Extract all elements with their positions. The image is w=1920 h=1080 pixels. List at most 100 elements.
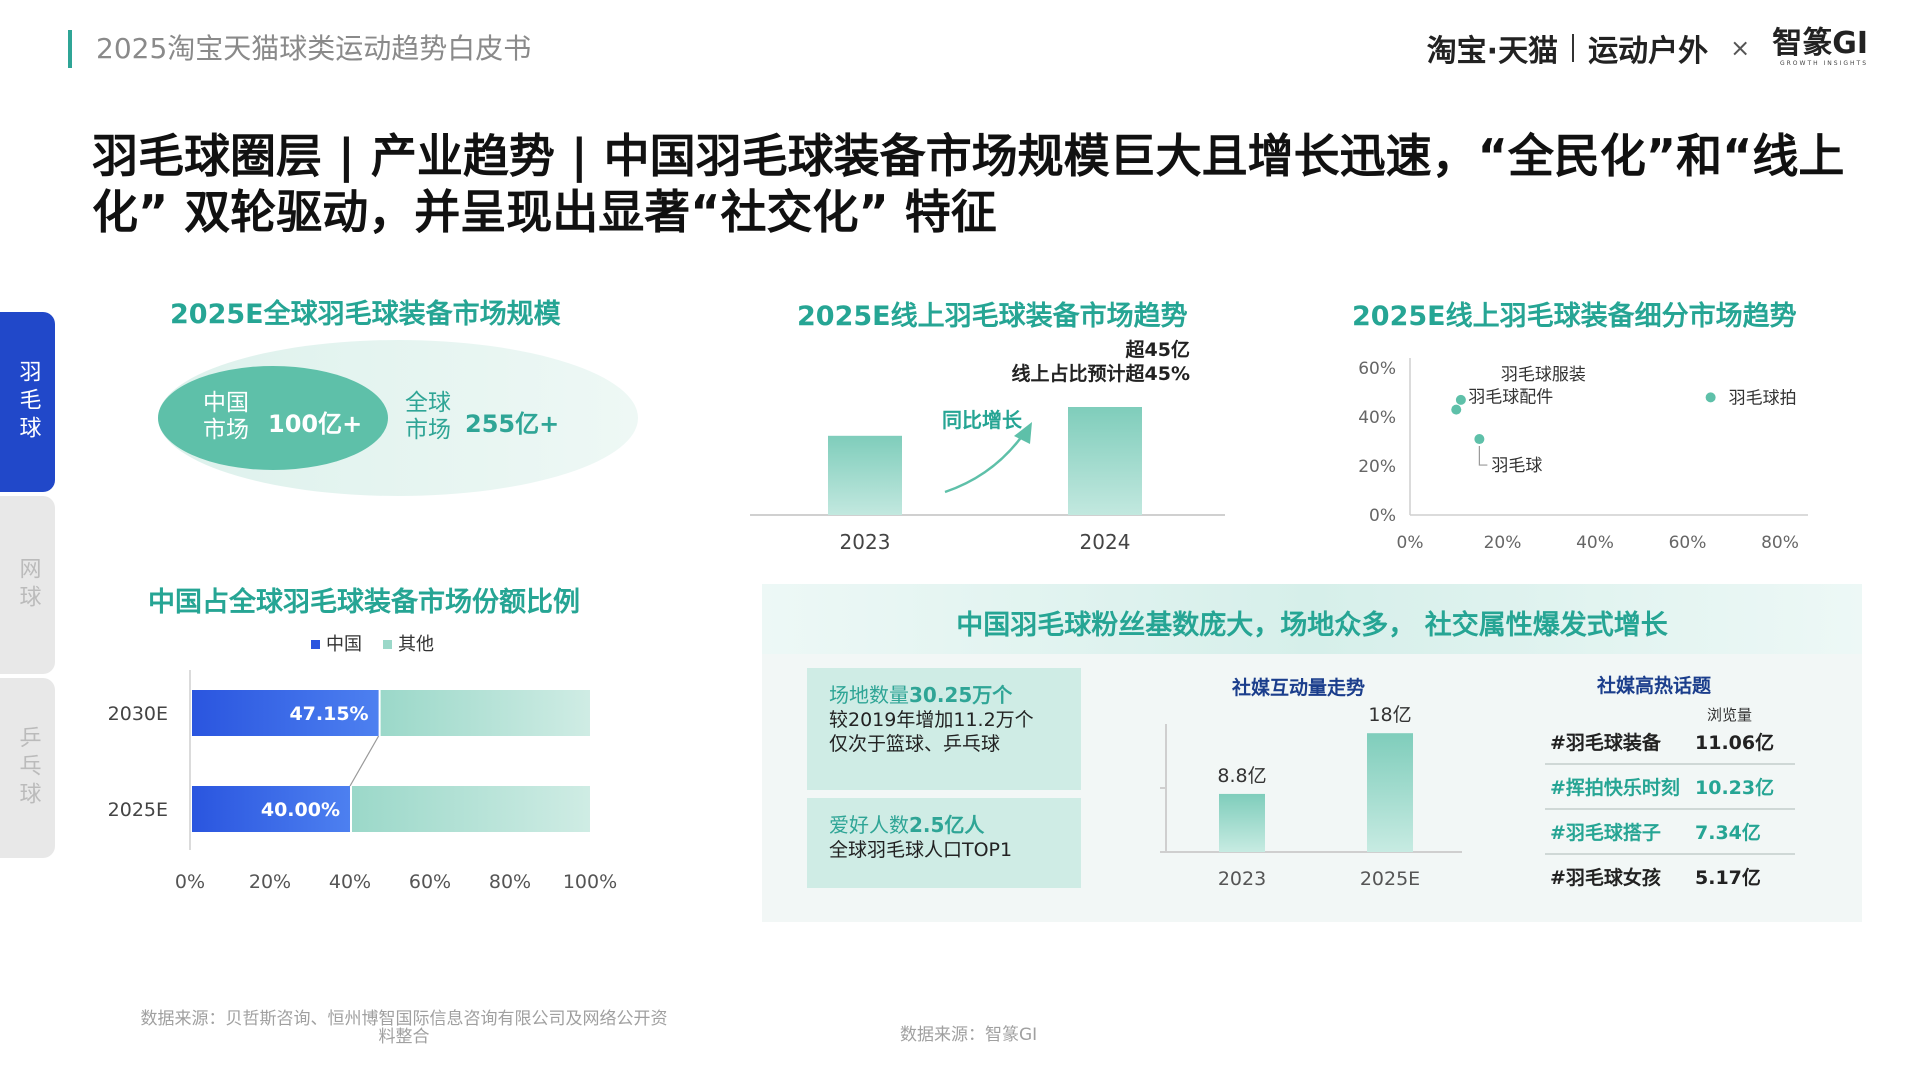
venues-card: 场地数量30.25万个 较2019年增加11.2万个 仅次于篮球、乒乓球 <box>807 668 1081 790</box>
x-tick-label: 2024 <box>1080 530 1131 554</box>
china-market-label: 中国市场 <box>203 390 249 443</box>
segment-trend-title: 2025E线上羽毛球装备细分市场趋势 <box>1352 301 1797 332</box>
x-tick-label: 80% <box>1761 533 1799 553</box>
point-label: 羽毛球拍 <box>1729 388 1797 408</box>
data-label: 18亿 <box>1368 704 1411 726</box>
growth-arrow-head <box>1014 422 1032 444</box>
venues-heading: 场地数量30.25万个 <box>829 682 1059 708</box>
global-market-label: 全球市场 <box>405 390 451 443</box>
hot-topics-title: 社媒高热话题 <box>1597 675 1712 697</box>
online-trend-title: 2025E线上羽毛球装备市场趋势 <box>797 301 1188 332</box>
social-panel-title: 中国羽毛球粉丝基数庞大，场地众多， 社交属性爆发式增长 <box>956 610 1668 641</box>
social-interaction-title: 社媒互动量走势 <box>1232 677 1366 699</box>
point-label: 羽毛球服装 <box>1501 365 1586 385</box>
venues-rank: 仅次于篮球、乒乓球 <box>829 733 1001 755</box>
x-tick-label: 2025E <box>1360 868 1420 890</box>
zhizhuan-gi-logo: 智篆GI GROWTH INSIGHTS <box>1772 29 1868 67</box>
category-label: 2030E <box>108 703 168 725</box>
bar-2024 <box>1068 407 1142 515</box>
hot-topic-row: #羽毛球搭子 7.34亿 <box>1550 809 1793 853</box>
hot-topic-divider <box>1545 853 1795 855</box>
hot-topic-row: #羽毛球女孩 5.17亿 <box>1550 854 1793 898</box>
legend-label: 中国 <box>326 634 362 655</box>
bar-other-2030E <box>380 690 590 736</box>
scatter-point <box>1455 394 1466 405</box>
venues-head-label: 场地数量 <box>829 683 909 707</box>
annotation-line-1: 超45亿 <box>1125 339 1190 361</box>
connector-line <box>349 735 380 787</box>
x-tick-label: 80% <box>489 871 531 893</box>
hot-topic-tag: #羽毛球搭子 <box>1550 821 1661 844</box>
hot-topic-row: #挥拍快乐时刻 10.23亿 <box>1550 764 1793 808</box>
sports-outdoor-logo: 运动户外 <box>1588 34 1709 69</box>
x-tick-label: 40% <box>329 871 371 893</box>
growth-arrow-line <box>944 431 1027 494</box>
hot-topic-tag: #羽毛球女孩 <box>1550 866 1661 889</box>
scatter-point <box>1705 392 1716 403</box>
y-tick-label: 60% <box>1358 359 1396 379</box>
bar-china-2030E <box>192 690 379 736</box>
gi-logo-subtext: GROWTH INSIGHTS <box>1779 60 1868 67</box>
x-tick-label: 60% <box>1669 533 1707 553</box>
china-market-value: 100亿+ <box>268 410 363 438</box>
hot-topic-tag: #挥拍快乐时刻 <box>1550 776 1680 799</box>
x-tick-label: 0% <box>175 871 205 893</box>
x-tick-label: 20% <box>249 871 291 893</box>
market-size-title: 2025E全球羽毛球装备市场规模 <box>170 299 561 330</box>
brand-logos: 淘宝·天猫 运动户外 × 智篆GI GROWTH INSIGHTS <box>1427 24 1868 72</box>
taobao-tmall-logo: 淘宝·天猫 <box>1426 34 1559 69</box>
fans-card: 爱好人数2.5亿人 全球羽毛球人口TOP1 <box>807 798 1081 888</box>
category-label: 2025E <box>108 799 168 821</box>
hot-topic-divider <box>1545 763 1795 765</box>
x-tick-label: 40% <box>1576 533 1614 553</box>
x-tick-label: 20% <box>1484 533 1522 553</box>
bar-2023 <box>1219 793 1265 852</box>
china-market-ellipse <box>158 366 388 470</box>
venues-increase: 较2019年增加11.2万个 <box>829 709 1034 731</box>
tab-badminton[interactable]: 羽毛球 <box>0 312 55 492</box>
x-tick-label: 0% <box>1397 533 1424 553</box>
china-share-title: 中国占全球羽毛球装备市场份额比例 <box>148 587 580 618</box>
brand-divider <box>1572 34 1575 62</box>
social-panel-header <box>762 584 1862 654</box>
point-label: 羽毛球配件 <box>1468 388 1553 408</box>
yoy-growth-label: 同比增长 <box>942 408 1022 432</box>
data-label: 8.8亿 <box>1217 765 1266 787</box>
y-tick-label: 40% <box>1358 408 1396 428</box>
global-market-value: 255亿+ <box>465 410 560 438</box>
x-tick-label: 60% <box>409 871 451 893</box>
hot-topic-views: 5.17亿 <box>1695 866 1761 889</box>
hot-topic-divider <box>1545 808 1795 810</box>
bar-other-2025E <box>352 786 590 832</box>
fans-head-label: 爱好人数 <box>829 813 909 837</box>
bar-2025E <box>1367 733 1413 852</box>
fans-count: 2.5亿人 <box>909 813 985 837</box>
source-note-right: 数据来源：智篆GI <box>900 1025 1038 1045</box>
data-label: 47.15% <box>289 703 368 725</box>
legend-label: 其他 <box>398 634 434 655</box>
hot-topics-views-header: 浏览量 <box>1707 706 1753 724</box>
hot-topic-views: 11.06亿 <box>1695 731 1775 754</box>
scatter-point <box>1474 434 1485 445</box>
tab-pingpong[interactable]: 乒乓球 <box>0 678 55 858</box>
china-share-chart: 中国 其他 2030E 47.15% 2025E 40.00% 0% 20% 40% 60% 80%… <box>108 634 618 893</box>
online-trend-chart: 2023 2024 <box>750 407 1225 554</box>
x-tick-label: 100% <box>563 871 617 893</box>
hot-topic-views: 7.34亿 <box>1695 821 1761 844</box>
tab-tennis[interactable]: 网球 <box>0 496 55 674</box>
annotation-line-2: 线上占比预计超45% <box>1011 363 1190 385</box>
collab-x-icon: × <box>1730 34 1751 62</box>
venues-count: 30.25万个 <box>909 683 1013 707</box>
legend-swatch-other <box>383 640 392 649</box>
x-tick-label: 2023 <box>840 530 891 554</box>
scatter-point <box>1451 404 1462 415</box>
x-tick-label: 2023 <box>1218 868 1266 890</box>
bar-china-2025E <box>192 786 350 832</box>
point-label: 羽毛球 <box>1491 456 1542 476</box>
fans-rank: 全球羽毛球人口TOP1 <box>829 839 1013 861</box>
y-tick-label: 20% <box>1358 457 1396 477</box>
page-title: 羽毛球圈层 | 产业趋势 | 中国羽毛球装备市场规模巨大且增长迅速，“全民化”和… <box>92 129 1845 239</box>
social-interaction-chart: 8.8亿 2023 18亿 2025E <box>1160 704 1462 890</box>
gi-logo-text: 智篆GI <box>1772 26 1868 61</box>
